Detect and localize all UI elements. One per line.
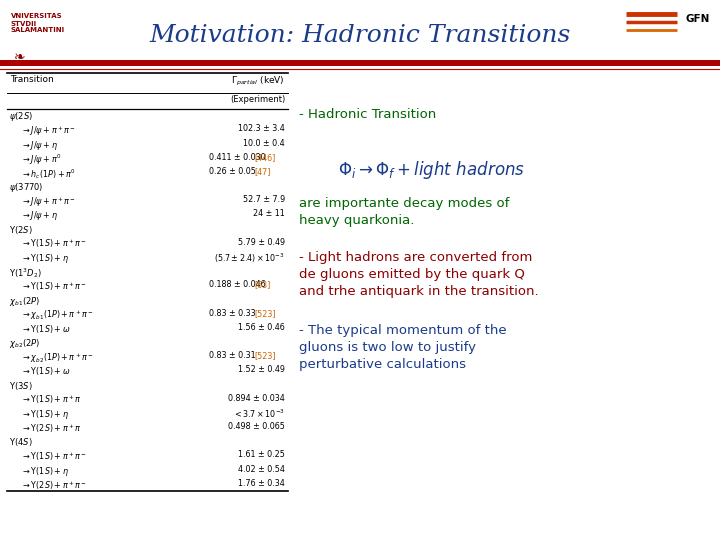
Text: $\Upsilon(4S)$: $\Upsilon(4S)$ — [9, 436, 33, 448]
Text: ❧: ❧ — [14, 50, 25, 64]
Text: Motivation: Hadronic Transitions: Motivation: Hadronic Transitions — [149, 24, 571, 46]
Text: 1.56 ± 0.46: 1.56 ± 0.46 — [238, 323, 285, 332]
Text: 0.26 ± 0.05: 0.26 ± 0.05 — [210, 167, 256, 176]
Text: $< 3.7\times 10^{-3}$: $< 3.7\times 10^{-3}$ — [233, 408, 285, 420]
Text: $\rightarrow \chi_{b2}(1P) + \pi^+\pi^-$: $\rightarrow \chi_{b2}(1P) + \pi^+\pi^-$ — [16, 351, 94, 365]
Text: $\psi(2S)$: $\psi(2S)$ — [9, 110, 33, 123]
Text: $\Gamma_{partial}$ (keV): $\Gamma_{partial}$ (keV) — [231, 75, 285, 88]
Text: are importante decay modes of
heavy quarkonia.: are importante decay modes of heavy quar… — [299, 197, 509, 227]
Text: 0.83 ± 0.33: 0.83 ± 0.33 — [210, 309, 256, 318]
Text: GFN: GFN — [685, 14, 710, 24]
Text: [446]: [446] — [254, 153, 275, 161]
Text: $\rightarrow \Upsilon(1S) + \pi^+\pi$: $\rightarrow \Upsilon(1S) + \pi^+\pi$ — [16, 394, 81, 407]
Text: 52.7 ± 7.9: 52.7 ± 7.9 — [243, 195, 285, 204]
Text: $\chi_{b2}(2P)$: $\chi_{b2}(2P)$ — [9, 337, 40, 350]
Text: 0.188 ± 0.046: 0.188 ± 0.046 — [210, 280, 266, 289]
Text: 0.411 ± 0.030: 0.411 ± 0.030 — [210, 153, 266, 161]
Text: $\rightarrow \Upsilon(1S) + \pi^+\pi^-$: $\rightarrow \Upsilon(1S) + \pi^+\pi^-$ — [16, 450, 86, 463]
Text: [63]: [63] — [254, 280, 271, 289]
Text: 0.894 ± 0.034: 0.894 ± 0.034 — [228, 394, 285, 403]
Text: $\rightarrow \Upsilon(1S) + \eta$: $\rightarrow \Upsilon(1S) + \eta$ — [16, 464, 68, 478]
Text: $\rightarrow J/\psi + \pi^+\pi^-$: $\rightarrow J/\psi + \pi^+\pi^-$ — [16, 195, 76, 209]
Text: $\rightarrow \Upsilon(1S) + \eta$: $\rightarrow \Upsilon(1S) + \eta$ — [16, 252, 68, 265]
Text: 5.79 ± 0.49: 5.79 ± 0.49 — [238, 238, 285, 247]
Text: $\rightarrow \Upsilon(1S) + \pi^+\pi^-$: $\rightarrow \Upsilon(1S) + \pi^+\pi^-$ — [16, 280, 86, 293]
Text: 24 ± 11: 24 ± 11 — [253, 210, 285, 218]
Text: [523]: [523] — [254, 351, 276, 360]
Text: $\rightarrow \Upsilon(1S) + \pi^+\pi^-$: $\rightarrow \Upsilon(1S) + \pi^+\pi^-$ — [16, 238, 86, 251]
Text: VNIVERSITAS
STVDII
SALAMANTINI: VNIVERSITAS STVDII SALAMANTINI — [11, 14, 65, 33]
Text: $\rightarrow \Upsilon(1S) + \omega$: $\rightarrow \Upsilon(1S) + \omega$ — [16, 323, 71, 335]
Text: 102.3 ± 3.4: 102.3 ± 3.4 — [238, 124, 285, 133]
Text: [47]: [47] — [254, 167, 271, 176]
Text: $\rightarrow \Upsilon(2S) + \pi^+\pi^-$: $\rightarrow \Upsilon(2S) + \pi^+\pi^-$ — [16, 479, 86, 491]
Text: $\chi_{b1}(2P)$: $\chi_{b1}(2P)$ — [9, 294, 40, 307]
Text: - Hadronic Transition: - Hadronic Transition — [299, 108, 436, 121]
Text: $\rightarrow J/\psi + \pi^+\pi^-$: $\rightarrow J/\psi + \pi^+\pi^-$ — [16, 124, 76, 138]
Text: $\rightarrow \chi_{b1}(1P) + \pi^+\pi^-$: $\rightarrow \chi_{b1}(1P) + \pi^+\pi^-$ — [16, 309, 94, 322]
Text: $\rightarrow \Upsilon(2S) + \pi^+\pi$: $\rightarrow \Upsilon(2S) + \pi^+\pi$ — [16, 422, 81, 435]
Text: $\psi(3770)$: $\psi(3770)$ — [9, 181, 44, 194]
Text: 4.02 ± 0.54: 4.02 ± 0.54 — [238, 464, 285, 474]
Text: $\Upsilon(2S)$: $\Upsilon(2S)$ — [9, 224, 33, 235]
Text: 0.83 ± 0.31: 0.83 ± 0.31 — [210, 351, 256, 360]
Text: $(5.7 \pm 2.4)\times 10^{-3}$: $(5.7 \pm 2.4)\times 10^{-3}$ — [215, 252, 285, 265]
Text: $\Upsilon(1^3D_2)$: $\Upsilon(1^3D_2)$ — [9, 266, 42, 280]
Text: 1.76 ± 0.34: 1.76 ± 0.34 — [238, 479, 285, 488]
Text: $\rightarrow J/\psi + \pi^0$: $\rightarrow J/\psi + \pi^0$ — [16, 153, 61, 167]
Text: (Experiment): (Experiment) — [230, 94, 285, 104]
Text: $\rightarrow h_c(1P) + \pi^0$: $\rightarrow h_c(1P) + \pi^0$ — [16, 167, 76, 181]
Text: - Light hadrons are converted from
de gluons emitted by the quark Q
and trhe ant: - Light hadrons are converted from de gl… — [299, 251, 539, 298]
Text: - The typical momentum of the
gluons is two low to justify
perturbative calculat: - The typical momentum of the gluons is … — [299, 324, 506, 371]
Text: 0.498 ± 0.065: 0.498 ± 0.065 — [228, 422, 285, 431]
Text: $\Upsilon(3S)$: $\Upsilon(3S)$ — [9, 380, 33, 392]
Text: $\Phi_i \rightarrow \Phi_f + light\ hadrons$: $\Phi_i \rightarrow \Phi_f + light\ hadr… — [338, 159, 526, 181]
Bar — [0, 60, 720, 66]
Text: 1.61 ± 0.25: 1.61 ± 0.25 — [238, 450, 285, 460]
Text: $\rightarrow \Upsilon(1S) + \eta$: $\rightarrow \Upsilon(1S) + \eta$ — [16, 408, 68, 421]
Text: 1.52 ± 0.49: 1.52 ± 0.49 — [238, 366, 285, 374]
Text: $\rightarrow J/\psi + \eta$: $\rightarrow J/\psi + \eta$ — [16, 139, 58, 152]
Text: 10.0 ± 0.4: 10.0 ± 0.4 — [243, 139, 285, 147]
Text: $\rightarrow \Upsilon(1S) + \omega$: $\rightarrow \Upsilon(1S) + \omega$ — [16, 366, 71, 377]
Text: Transition: Transition — [10, 75, 54, 84]
Text: [523]: [523] — [254, 309, 276, 318]
Text: $\rightarrow J/\psi + \eta$: $\rightarrow J/\psi + \eta$ — [16, 210, 58, 222]
